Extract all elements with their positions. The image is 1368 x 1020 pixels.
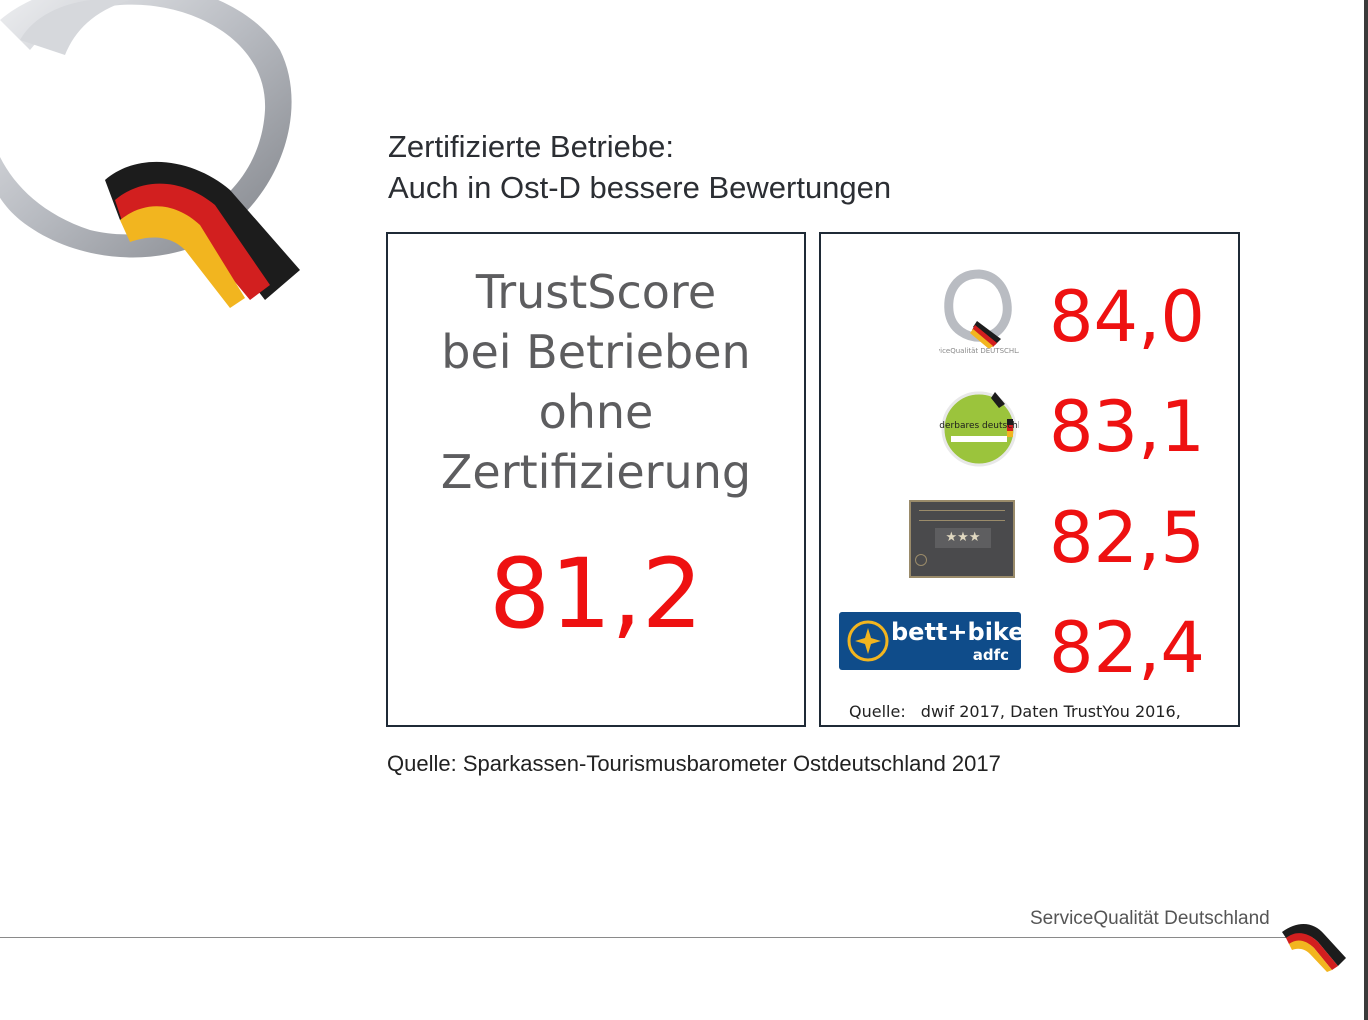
wanderbares-deutschland-logo: wanderbares deutschland <box>939 391 1019 467</box>
sq-logo-text: ServiceQualität DEUTSCHLAND <box>939 347 1019 355</box>
bett-bike-star-icon <box>847 620 889 662</box>
title-line-2: Auch in Ost-D bessere Bewertungen <box>388 170 892 205</box>
label-line: ohne <box>538 385 654 439</box>
adfc-text: adfc <box>972 646 1009 664</box>
score-value: 84,0 <box>1049 276 1205 358</box>
label-line: Zertifizierung <box>440 445 752 499</box>
source-text: dwif 2017, Daten TrustYou 2016, <box>920 702 1181 721</box>
trustscore-label: TrustScore bei Betrieben ohne Zertifizie… <box>388 262 804 502</box>
servicequalitaet-logo: ServiceQualität DEUTSCHLAND <box>939 269 1019 355</box>
footer-divider <box>0 937 1290 938</box>
label-line: TrustScore <box>475 265 717 319</box>
panel-source-note: Quelle: dwif 2017, Daten TrustYou 2016, <box>849 702 1181 721</box>
score-value: 83,1 <box>1049 386 1205 468</box>
hotel-stars-plaque: ★★★ <box>909 500 1015 578</box>
certified-scores-panel: ServiceQualität DEUTSCHLAND 84,0 wanderb… <box>819 232 1240 727</box>
score-row: ★★★ 82,5 <box>821 490 1238 590</box>
score-value: 82,4 <box>1049 607 1205 689</box>
star-rating-icon: ★★★ <box>935 528 991 548</box>
trustscore-uncertified-value: 81,2 <box>489 538 703 650</box>
trustscore-uncertified-panel: TrustScore bei Betrieben ohne Zertifizie… <box>386 232 806 727</box>
score-row: ServiceQualität DEUTSCHLAND 84,0 <box>821 269 1238 369</box>
bett-bike-text: bett+bike <box>891 618 1025 646</box>
slide-title: Zertifizierte Betriebe: Auch in Ost-D be… <box>388 126 891 208</box>
german-flag-ribbon-icon <box>1282 923 1346 972</box>
label-line: bei Betrieben <box>441 325 751 379</box>
score-row: wanderbares deutschland 83,1 <box>821 379 1238 479</box>
q-ribbon-logo <box>0 0 300 308</box>
source-caption: Quelle: Sparkassen-Tourismusbarometer Os… <box>387 751 1001 776</box>
bett-bike-adfc-logo: bett+bike adfc <box>839 612 1025 670</box>
wanderbares-logo-text: wanderbares deutschland <box>939 421 1019 431</box>
source-label: Quelle: <box>849 702 906 721</box>
score-row: bett+bike adfc 82,4 <box>821 600 1238 700</box>
score-value: 82,5 <box>1049 497 1205 579</box>
right-edge-rule <box>1364 0 1368 1020</box>
title-line-1: Zertifizierte Betriebe: <box>388 129 674 164</box>
footer-brand: ServiceQualität Deutschland <box>1030 908 1270 929</box>
